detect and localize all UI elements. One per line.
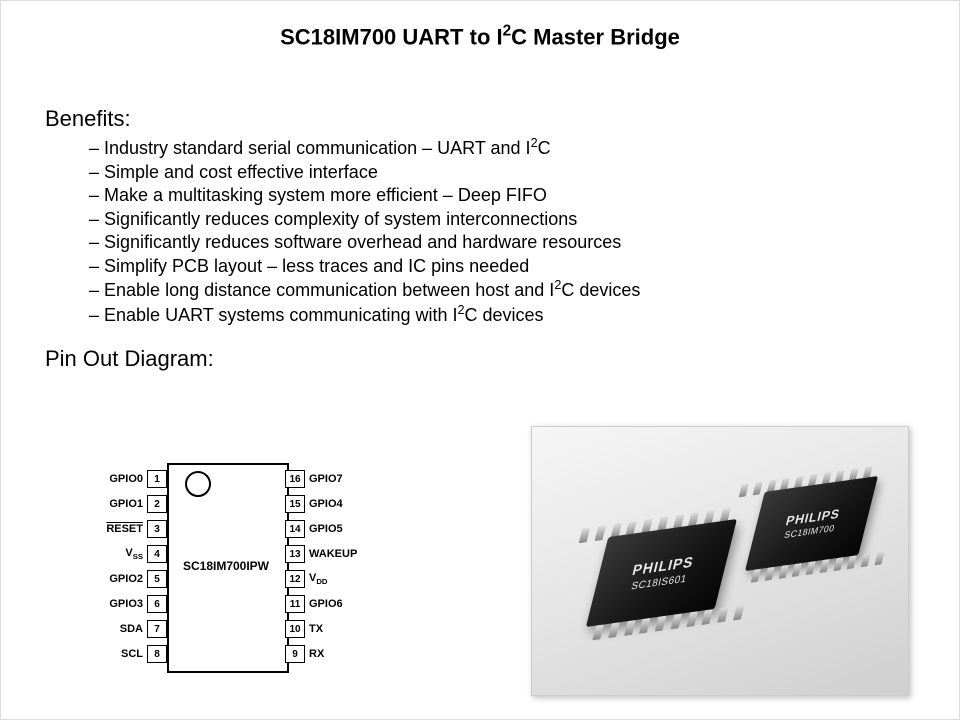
benefit-item: Simple and cost effective interface	[89, 161, 959, 184]
pin-4: VSS4	[61, 544, 167, 564]
benefit-item: Enable UART systems communicating with I…	[89, 303, 959, 327]
pin-13: 13WAKEUP	[285, 544, 395, 564]
chip-photo: PHILIPS SC18IM700 PHILIPS SC18IS601	[531, 426, 909, 696]
chip-label: SC18IM700IPW	[167, 559, 285, 573]
pin-2: GPIO12	[61, 494, 167, 514]
pinout-diagram: SC18IM700IPW GPIO01 GPIO12 RESET3 VSS4 GPIO2…	[61, 453, 381, 693]
title-prefix: SC18IM700 UART to I	[280, 24, 503, 49]
pin-1: GPIO01	[61, 469, 167, 489]
pin-6: GPIO36	[61, 594, 167, 614]
pin-11: 11GPIO6	[285, 594, 395, 614]
pin-12: 12VDD	[285, 569, 395, 589]
pin-14: 14GPIO5	[285, 519, 395, 539]
pin-10: 10TX	[285, 619, 395, 639]
benefit-item: Significantly reduces complexity of syst…	[89, 208, 959, 231]
benefit-item: Significantly reduces software overhead …	[89, 231, 959, 254]
pin-9: 9RX	[285, 644, 395, 664]
benefits-heading: Benefits:	[45, 106, 959, 132]
pin-15: 15GPIO4	[285, 494, 395, 514]
pin-7: SDA7	[61, 619, 167, 639]
page-title: SC18IM700 UART to I2C Master Bridge	[1, 23, 959, 50]
chip-back: PHILIPS SC18IM700	[730, 460, 894, 594]
chip-notch	[185, 471, 211, 497]
benefit-item: Industry standard serial communication –…	[89, 136, 959, 160]
pin-3: RESET3	[61, 519, 167, 539]
pin-8: SCL8	[61, 644, 167, 664]
pin-5: GPIO25	[61, 569, 167, 589]
chip-front: PHILIPS SC18IS601	[569, 501, 755, 653]
benefit-item: Simplify PCB layout – less traces and IC…	[89, 255, 959, 278]
pin-16: 16GPIO7	[285, 469, 395, 489]
benefit-item: Make a multitasking system more efficien…	[89, 184, 959, 207]
benefit-item: Enable long distance communication betwe…	[89, 278, 959, 302]
pinout-heading: Pin Out Diagram:	[45, 346, 959, 372]
title-suffix: C Master Bridge	[511, 24, 680, 49]
title-i2c: 2	[503, 24, 512, 49]
benefits-list: Industry standard serial communication –…	[89, 136, 959, 326]
